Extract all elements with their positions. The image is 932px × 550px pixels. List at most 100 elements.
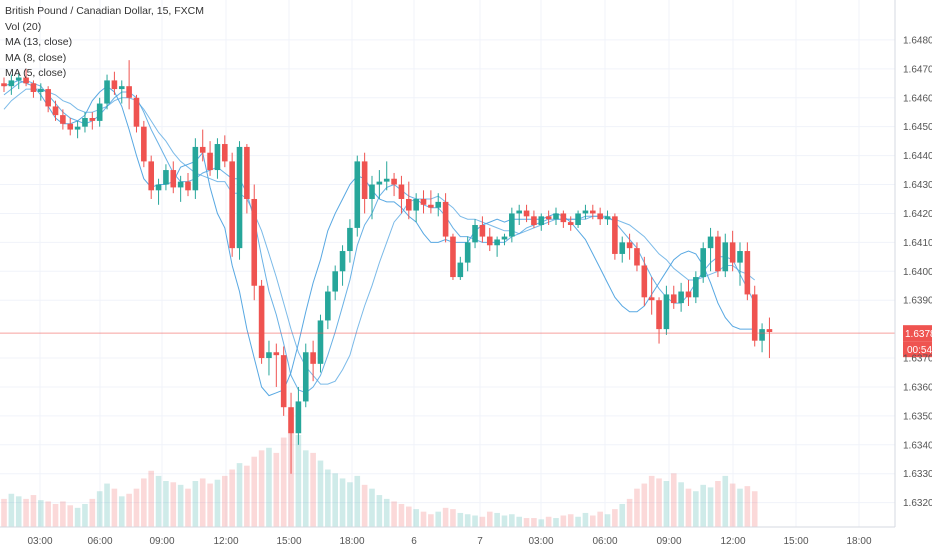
volume-bar	[597, 511, 603, 527]
volume-bar	[663, 481, 670, 527]
candle-body	[82, 118, 88, 127]
y-tick-label: 1.64300	[903, 180, 932, 191]
volume-bar	[325, 469, 331, 527]
volume-bar	[222, 475, 228, 527]
indicator-ma-5[interactable]: MA (5, close)	[5, 67, 67, 79]
volume-bar	[23, 498, 29, 527]
candle-body	[126, 86, 132, 98]
volume-bar	[670, 473, 677, 527]
volume-bar	[1, 498, 7, 527]
x-tick-label: 12:00	[213, 536, 238, 547]
candle-body	[670, 294, 677, 304]
candle-body	[509, 213, 515, 237]
volume-bar	[8, 493, 15, 527]
candle-body	[207, 152, 213, 171]
volume-bar	[244, 465, 250, 527]
candle-body	[45, 89, 51, 107]
x-tick-label: 18:00	[846, 536, 871, 547]
candle-body	[707, 236, 714, 249]
volume-bar	[236, 463, 243, 527]
candle-body	[325, 291, 331, 321]
y-tick-label: 1.64400	[903, 151, 932, 162]
volume-bar	[38, 500, 44, 527]
volume-bar	[729, 483, 736, 527]
indicator-ma-13[interactable]: MA (13, close)	[5, 36, 73, 48]
x-tick-label: 06:00	[87, 536, 112, 547]
volume-bar	[619, 504, 626, 527]
candle-body	[531, 216, 537, 226]
candle-body	[715, 236, 721, 272]
candle-body	[67, 123, 74, 130]
volume-bar	[744, 486, 751, 527]
volume-bar	[74, 507, 81, 527]
y-tick-label: 1.64500	[903, 122, 932, 133]
candle-body	[420, 198, 427, 205]
volume-bar	[538, 519, 545, 527]
indicator-vol[interactable]: Vol (20)	[5, 20, 42, 33]
x-tick-label: 12:00	[720, 536, 745, 547]
candle-body	[744, 251, 751, 295]
candle-body	[523, 210, 530, 217]
candle-body	[575, 213, 581, 226]
candle-body	[450, 236, 456, 278]
volume-bar	[52, 504, 59, 527]
candle-body	[317, 320, 324, 364]
x-tick-label: 09:00	[149, 536, 174, 547]
candle-body	[729, 242, 736, 263]
candle-body	[229, 161, 235, 249]
y-tick-label: 1.64000	[903, 267, 932, 278]
volume-bar	[553, 518, 559, 527]
volume-bar	[590, 515, 596, 527]
candle-body	[295, 401, 302, 434]
volume-bar	[406, 506, 412, 527]
volume-bar	[678, 482, 684, 527]
y-tick-label: 1.63400	[903, 440, 932, 451]
candle-body	[641, 265, 648, 298]
volume-bar	[472, 515, 478, 527]
candle-body	[722, 242, 729, 272]
candle-body	[516, 210, 522, 214]
volume-bar	[133, 488, 140, 527]
candle-body	[737, 251, 743, 263]
indicator-ma-8[interactable]: MA (8, close)	[5, 51, 67, 64]
candle-body	[170, 170, 177, 188]
price-line-layer: 1.63786 00:54	[0, 325, 932, 358]
volume-bar	[339, 478, 346, 527]
candle-body	[472, 225, 478, 243]
last-price-badge	[903, 325, 932, 342]
volume-bar	[751, 491, 758, 527]
candle-body	[251, 198, 258, 286]
volume-bar	[648, 475, 655, 527]
last-price-label: 1.63786	[905, 329, 932, 340]
ma-5-line	[3, 79, 755, 397]
volume-bar	[118, 496, 125, 527]
countdown-badge	[903, 341, 932, 358]
candle-body	[15, 77, 22, 81]
volume-bar	[96, 491, 103, 527]
volume-bar	[641, 483, 648, 527]
candle-body	[1, 83, 7, 87]
candle-body	[494, 239, 500, 246]
candle-body	[347, 227, 353, 252]
volume-bar	[141, 478, 147, 527]
candle-body	[383, 178, 390, 182]
volume-bar	[148, 470, 154, 527]
candle-body	[155, 184, 162, 191]
x-tick-label: 7	[477, 536, 483, 547]
chart-title: British Pound / Canadian Dollar, 15, FXC…	[5, 5, 205, 17]
volume-bar	[361, 484, 368, 527]
volume-bar	[163, 481, 169, 527]
volume-bar	[486, 511, 493, 527]
candle-body	[185, 181, 191, 191]
candle-body	[612, 216, 618, 254]
volume-bar	[479, 516, 486, 527]
volume-bar	[89, 498, 96, 527]
volume-bar	[155, 475, 162, 527]
volume-bar	[376, 495, 383, 527]
volume-bar	[229, 469, 235, 527]
candle-body	[96, 103, 103, 121]
y-tick-label: 1.63500	[903, 411, 932, 422]
